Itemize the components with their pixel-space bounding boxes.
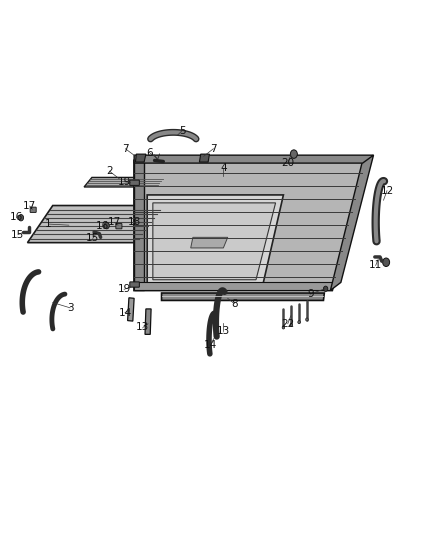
Text: 19: 19: [117, 176, 131, 187]
Text: 9: 9: [307, 289, 314, 299]
FancyBboxPatch shape: [116, 223, 122, 229]
Text: 15: 15: [11, 230, 25, 240]
Polygon shape: [147, 195, 283, 286]
Circle shape: [383, 258, 390, 266]
Polygon shape: [134, 160, 144, 290]
FancyBboxPatch shape: [130, 180, 139, 185]
Polygon shape: [191, 237, 228, 248]
Polygon shape: [330, 155, 374, 290]
Polygon shape: [127, 298, 134, 321]
Text: 14: 14: [204, 340, 217, 350]
Text: 5: 5: [179, 126, 185, 136]
Text: 20: 20: [281, 158, 294, 168]
Circle shape: [323, 286, 328, 292]
Text: 13: 13: [217, 326, 230, 336]
Text: 7: 7: [122, 144, 129, 154]
Polygon shape: [135, 154, 146, 162]
Text: 1: 1: [45, 219, 52, 229]
Text: 19: 19: [117, 284, 131, 294]
Polygon shape: [134, 155, 374, 163]
Text: 16: 16: [96, 221, 110, 231]
Polygon shape: [134, 282, 332, 290]
Text: 14: 14: [118, 308, 131, 318]
Polygon shape: [28, 206, 162, 243]
Circle shape: [306, 318, 308, 321]
FancyBboxPatch shape: [30, 207, 36, 213]
Text: 22: 22: [281, 319, 294, 329]
FancyBboxPatch shape: [130, 282, 139, 287]
Text: 12: 12: [380, 185, 394, 196]
Circle shape: [290, 323, 293, 326]
Text: 17: 17: [23, 201, 36, 211]
Circle shape: [290, 150, 297, 158]
Text: 6: 6: [146, 148, 153, 158]
Circle shape: [282, 326, 285, 329]
Text: 8: 8: [231, 298, 237, 309]
Text: 17: 17: [108, 217, 121, 228]
Polygon shape: [134, 160, 365, 290]
Text: 11: 11: [369, 261, 382, 270]
Polygon shape: [199, 154, 209, 162]
Text: 3: 3: [67, 303, 74, 313]
Circle shape: [104, 222, 110, 229]
Text: 18: 18: [128, 217, 141, 228]
Text: 2: 2: [106, 166, 113, 176]
Polygon shape: [162, 293, 324, 301]
Text: 13: 13: [136, 322, 149, 333]
Text: 7: 7: [210, 144, 217, 154]
Text: 16: 16: [10, 212, 23, 222]
Polygon shape: [145, 309, 151, 334]
Text: 4: 4: [220, 164, 226, 173]
Polygon shape: [84, 177, 165, 187]
Circle shape: [298, 320, 300, 324]
Circle shape: [18, 215, 24, 221]
Text: 15: 15: [86, 233, 99, 244]
Polygon shape: [153, 203, 276, 280]
